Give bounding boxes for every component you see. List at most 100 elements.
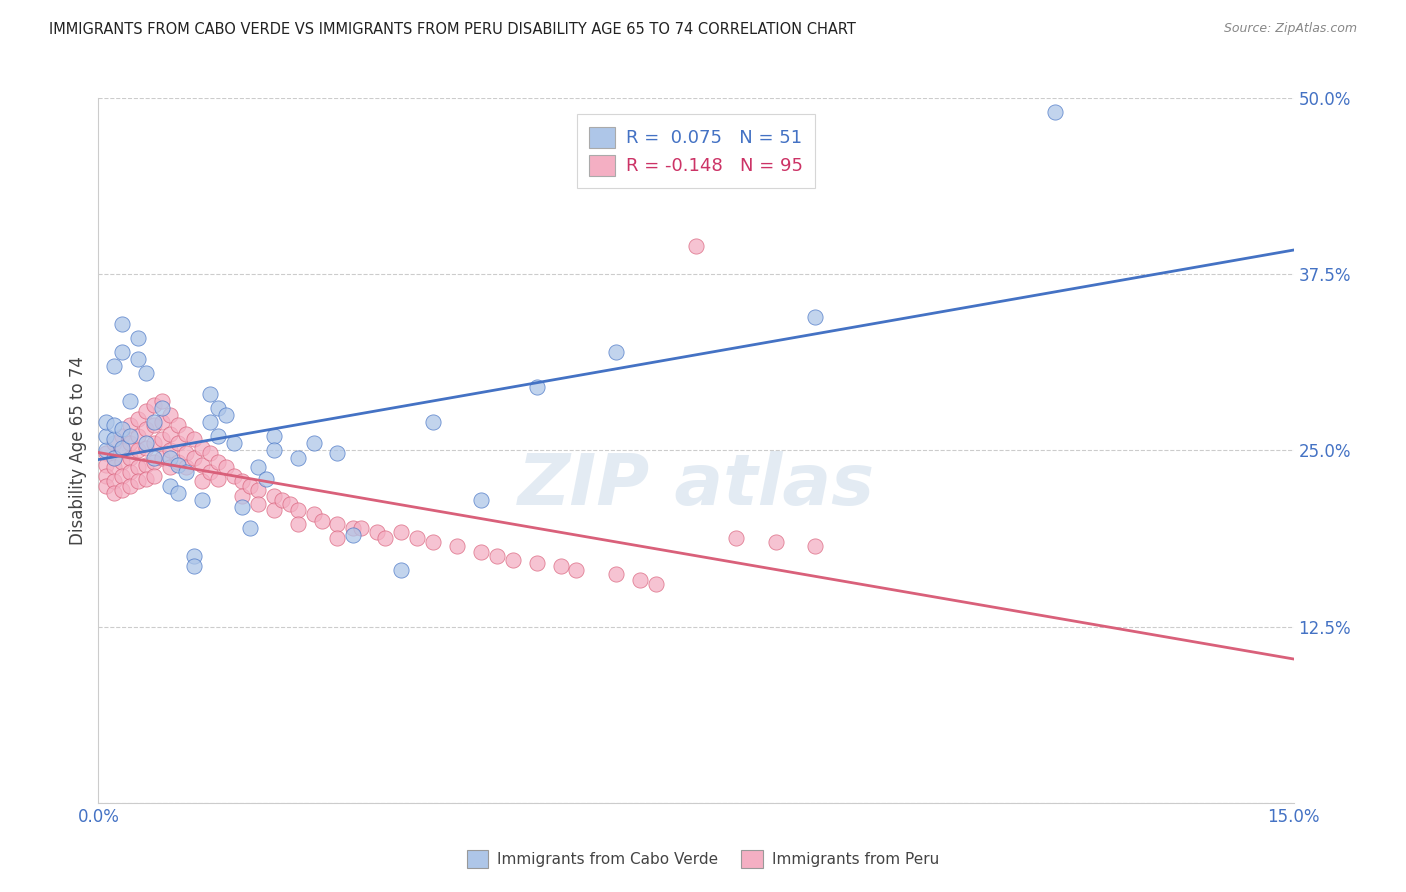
Legend: R =  0.075   N = 51, R = -0.148   N = 95: R = 0.075 N = 51, R = -0.148 N = 95 [576,114,815,188]
Point [103,359,125,373]
Text: Source: ZipAtlas.com: Source: ZipAtlas.com [1223,22,1357,36]
Point [263,429,285,443]
Point [326,516,349,531]
Point [422,535,444,549]
Point [127,331,149,345]
Point [174,426,197,441]
Point [628,573,651,587]
Point [804,310,827,324]
Point [96,443,118,458]
Point [342,521,364,535]
Point [135,404,157,418]
Point [191,492,214,507]
Point [111,441,134,455]
Point [302,436,325,450]
Point [198,446,221,460]
Text: ZIP atlas: ZIP atlas [517,451,875,520]
Point [103,450,125,465]
Point [159,443,181,458]
Point [150,415,173,429]
Point [207,429,229,443]
Point [191,441,214,455]
Point [127,475,149,489]
Point [120,394,142,409]
Point [389,563,412,577]
Point [120,429,142,443]
Point [135,441,157,455]
Point [422,415,444,429]
Point [389,525,412,540]
Point [263,443,285,458]
Point [287,450,309,465]
Point [183,450,205,465]
Point [135,422,157,436]
Point [685,239,707,253]
Point [111,317,134,331]
Point [485,549,508,564]
Point [645,577,668,591]
Point [96,478,118,492]
Point [150,401,173,416]
Point [143,398,166,412]
Point [246,497,269,511]
Point [183,559,205,574]
Point [103,450,125,465]
Point [550,559,572,574]
Point [765,535,787,549]
Point [239,521,262,535]
Point [111,483,134,497]
Point [150,450,173,465]
Point [231,500,253,514]
Point [311,514,333,528]
Point [135,436,157,450]
Point [103,432,125,446]
Point [198,387,221,401]
Point [191,458,214,472]
Point [254,472,277,486]
Point [96,468,118,483]
Point [96,429,118,443]
Point [111,429,134,443]
Point [605,567,627,582]
Point [215,408,238,422]
Point [724,531,747,545]
Point [96,415,118,429]
Point [103,485,125,500]
Point [127,460,149,475]
Point [231,475,253,489]
Point [135,458,157,472]
Legend: Immigrants from Cabo Verde, Immigrants from Peru: Immigrants from Cabo Verde, Immigrants f… [460,843,946,875]
Point [127,412,149,426]
Point [135,366,157,380]
Point [96,458,118,472]
Point [159,460,181,475]
Point [143,415,166,429]
Point [103,475,125,489]
Point [222,468,245,483]
Point [198,465,221,479]
Y-axis label: Disability Age 65 to 74: Disability Age 65 to 74 [69,356,87,545]
Point [350,521,373,535]
Point [150,432,173,446]
Point [159,450,181,465]
Point [246,483,269,497]
Point [111,344,134,359]
Point [143,468,166,483]
Point [565,563,588,577]
Point [406,531,429,545]
Point [470,492,492,507]
Point [159,426,181,441]
Point [1043,105,1066,120]
Point [111,422,134,436]
Point [127,443,149,458]
Point [111,468,134,483]
Point [174,446,197,460]
Point [215,460,238,475]
Point [174,460,197,475]
Point [167,436,190,450]
Point [103,436,125,450]
Point [143,436,166,450]
Text: IMMIGRANTS FROM CABO VERDE VS IMMIGRANTS FROM PERU DISABILITY AGE 65 TO 74 CORRE: IMMIGRANTS FROM CABO VERDE VS IMMIGRANTS… [49,22,856,37]
Point [120,436,142,450]
Point [150,394,173,409]
